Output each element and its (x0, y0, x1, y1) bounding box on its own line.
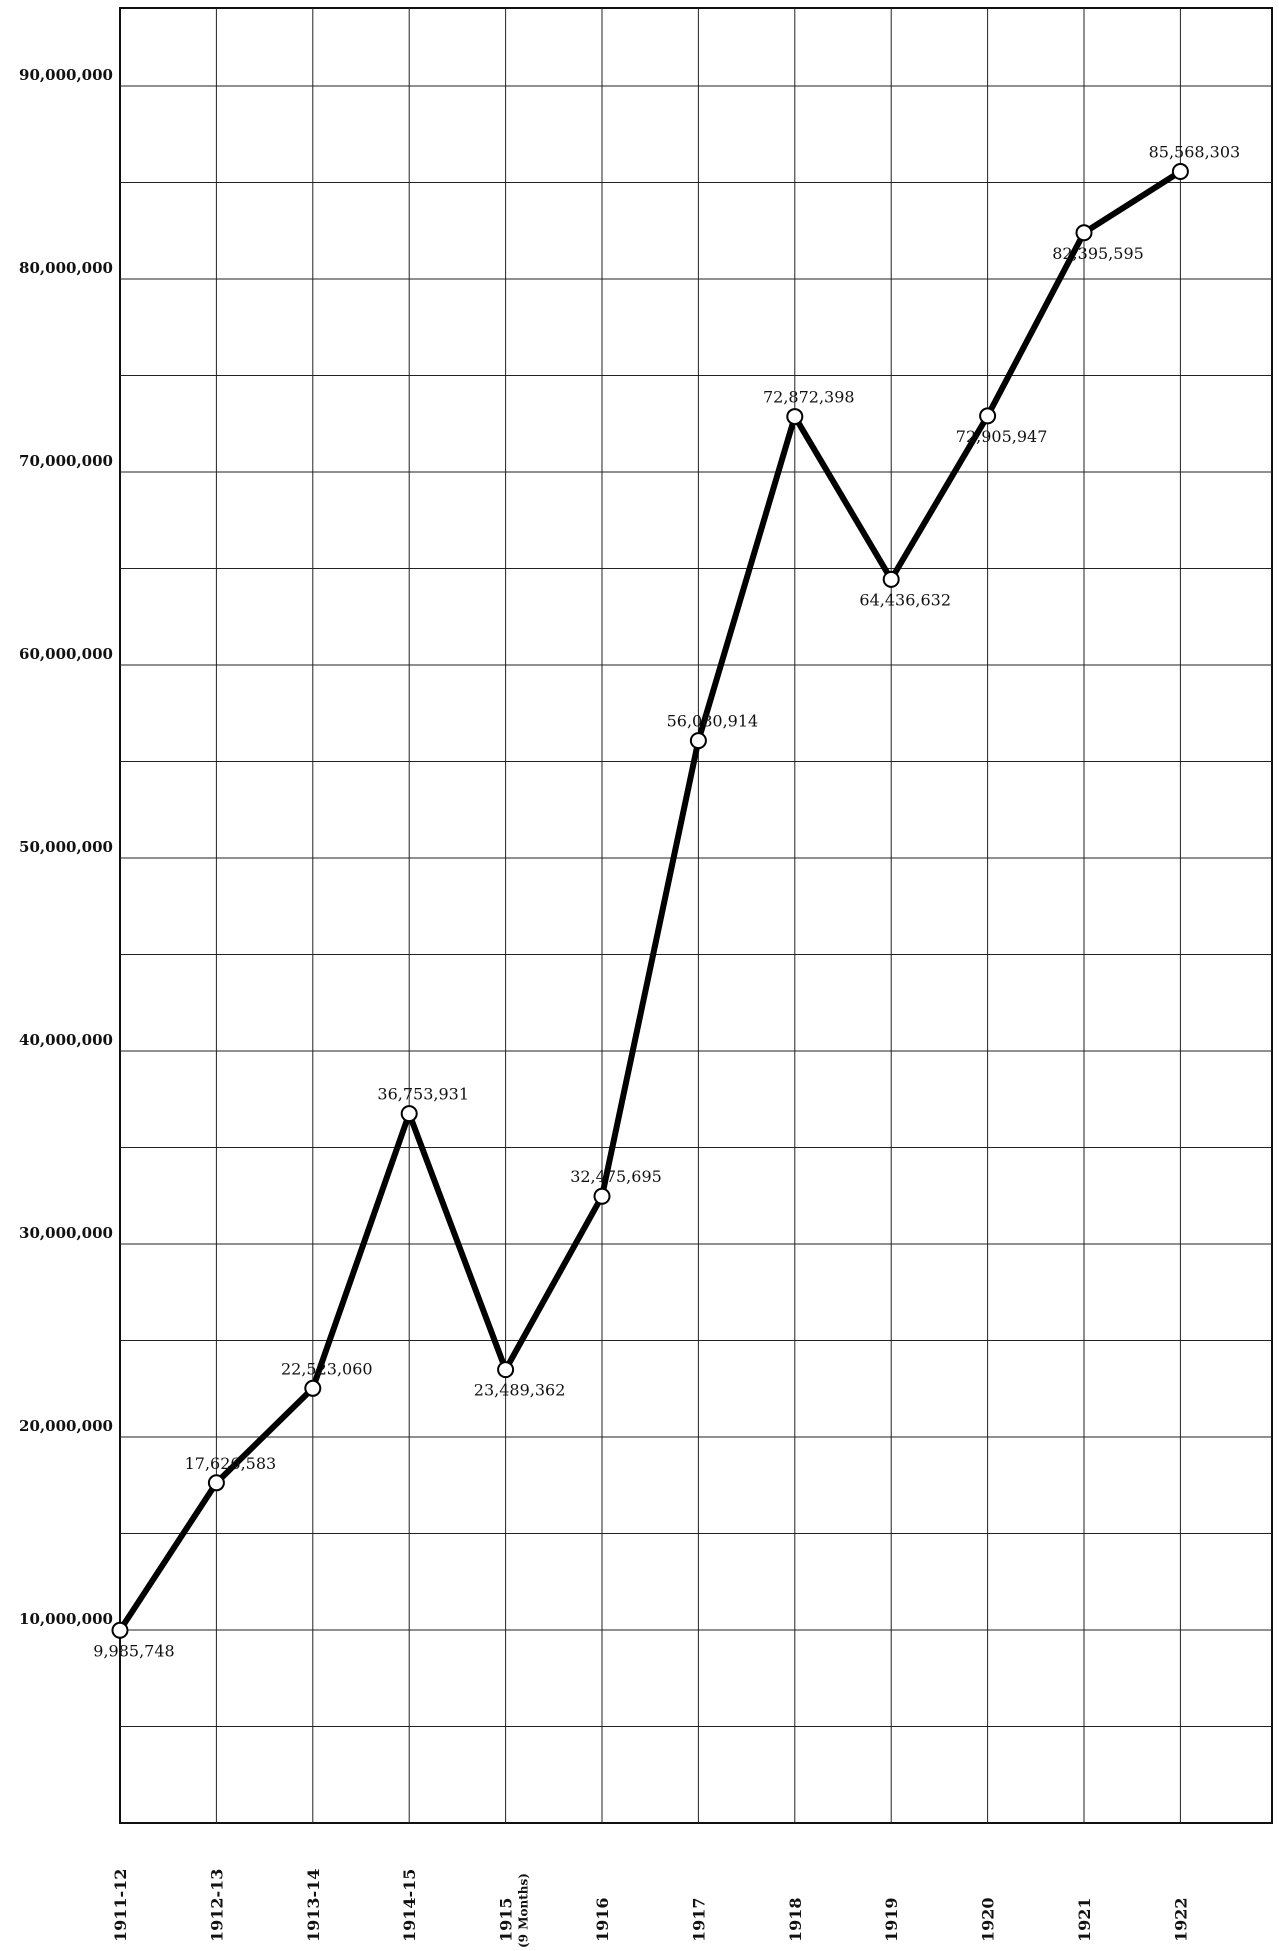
data-label: 64,436,632 (859, 590, 951, 609)
data-label: 23,489,362 (474, 1381, 566, 1400)
data-point (689, 732, 707, 750)
y-tick-label: 80,000,000 (19, 259, 113, 277)
data-point (207, 1474, 225, 1492)
data-point (882, 570, 900, 588)
x-tick-label: 1917 (689, 1897, 708, 1942)
y-tick-label: 30,000,000 (19, 1224, 113, 1242)
x-tick-label: 1915 (497, 1897, 516, 1942)
y-tick-label: 10,000,000 (19, 1610, 113, 1628)
y-tick-label: 40,000,000 (19, 1031, 113, 1049)
y-tick-label: 90,000,000 (19, 66, 113, 84)
x-tick-label: 1919 (882, 1897, 901, 1942)
y-tick-label: 20,000,000 (19, 1417, 113, 1435)
y-tick-label: 70,000,000 (19, 452, 113, 470)
data-label: 22,523,060 (281, 1359, 373, 1378)
series-line (117, 168, 1183, 1632)
data-labels: 9,985,748 17,626,583 22,523,060 36,753,931 2… (93, 143, 1240, 1661)
x-tick-label: 1914-15 (400, 1869, 419, 1942)
x-tick-label: 1911-12 (111, 1869, 130, 1942)
data-point (400, 1105, 418, 1123)
x-tick-label: 1920 (979, 1897, 998, 1942)
data-label: 56,080,914 (667, 712, 759, 731)
data-point (786, 408, 804, 426)
data-label: 72,872,398 (763, 388, 855, 407)
x-tick-sublabel: (9 Months) (517, 1873, 531, 1948)
x-tick-label: 1921 (1075, 1897, 1094, 1942)
x-tick-label: 1912-13 (207, 1869, 226, 1942)
x-tick-label: 1913-14 (304, 1869, 323, 1942)
data-point (979, 407, 997, 425)
y-tick-label: 60,000,000 (19, 645, 113, 663)
data-label: 36,753,931 (377, 1085, 469, 1104)
series (111, 163, 1189, 1639)
x-tick-label: 1916 (593, 1897, 612, 1942)
data-point (593, 1187, 611, 1205)
data-point (304, 1379, 322, 1397)
data-label: 82,395,595 (1052, 244, 1144, 263)
x-axis-ticks: 1911-12 1912-13 1913-14 1914-15 1915 (9 Month… (111, 1869, 1190, 1948)
data-label: 9,985,748 (93, 1641, 174, 1660)
grid (119, 7, 1273, 1824)
y-tick-label: 50,000,000 (19, 838, 113, 856)
data-point (1075, 224, 1093, 242)
data-label: 17,626,583 (185, 1454, 277, 1473)
data-label: 32,475,695 (570, 1167, 662, 1186)
data-label: 72,905,947 (956, 427, 1048, 446)
data-point (497, 1361, 515, 1379)
data-point (1171, 163, 1189, 181)
data-label: 85,568,303 (1149, 143, 1241, 162)
x-tick-label: 1918 (786, 1897, 805, 1942)
data-point (111, 1621, 129, 1639)
x-tick-label: 1922 (1171, 1897, 1190, 1942)
plot-frame (119, 7, 1273, 1824)
y-axis-ticks: 10,000,000 20,000,000 30,000,000 40,000,000… (19, 66, 113, 1628)
